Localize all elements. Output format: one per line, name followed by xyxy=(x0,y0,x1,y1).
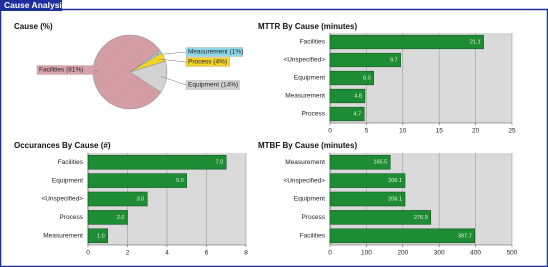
bar xyxy=(87,154,227,170)
bar xyxy=(87,191,148,207)
bar-value-label: 4.8 xyxy=(354,93,362,99)
leader-line xyxy=(93,69,99,73)
pie-slice xyxy=(129,60,168,93)
bar xyxy=(329,70,374,86)
label-box xyxy=(36,65,94,75)
bar xyxy=(329,34,484,50)
x-tick-label: 5 xyxy=(365,128,369,135)
y-tick-label: <Unspecified> xyxy=(283,57,325,64)
chart-title: MTTR By Cause (minutes) xyxy=(258,22,357,31)
bar xyxy=(329,210,432,225)
x-tick-label: 500 xyxy=(507,250,518,257)
y-tick-label: Measurement xyxy=(285,159,325,166)
bar-value-label: 21.1 xyxy=(470,39,481,45)
leader-line xyxy=(161,76,187,86)
y-tick-label: Facilities xyxy=(58,159,84,166)
pie-label: Facilities (81%) xyxy=(39,67,83,74)
x-tick-label: 0 xyxy=(328,128,332,135)
x-tick-label: 100 xyxy=(361,250,372,257)
bar xyxy=(329,88,366,104)
bar xyxy=(87,228,108,244)
bar xyxy=(329,191,406,207)
bar-value-label: 3.0 xyxy=(137,196,145,202)
pie-label: Measurement (1%) xyxy=(188,49,243,56)
bar-value-label: 165.5 xyxy=(373,160,387,166)
y-tick-label: Measurement xyxy=(43,233,83,240)
x-tick-label: 300 xyxy=(434,250,445,257)
x-tick-label: 2 xyxy=(126,250,130,257)
x-tick-label: 4 xyxy=(165,250,169,257)
bar xyxy=(87,210,128,225)
bar xyxy=(329,154,391,170)
x-tick-label: 15 xyxy=(436,128,444,135)
y-tick-label: <Unspecified> xyxy=(41,196,83,203)
bar xyxy=(329,228,476,244)
header-tab xyxy=(0,0,62,11)
label-box xyxy=(185,80,240,90)
x-tick-label: 400 xyxy=(470,250,481,257)
y-tick-label: Process xyxy=(60,214,84,221)
y-tick-label: Equipment xyxy=(294,75,325,82)
bar-value-label: 206.1 xyxy=(388,178,402,184)
bar-value-label: 9.7 xyxy=(390,57,398,63)
chart-title: Occurances By Cause (#) xyxy=(14,141,111,150)
y-tick-label: Measurement xyxy=(285,93,325,100)
bar-value-label: 1.0 xyxy=(97,233,105,239)
x-tick-label: 0 xyxy=(328,250,332,257)
bar-value-label: 397.7 xyxy=(458,233,472,239)
y-tick-label: Facilities xyxy=(300,39,326,46)
x-tick-label: 0 xyxy=(86,250,90,257)
pie-label: Equipment (14%) xyxy=(188,82,238,89)
bar-value-label: 4.7 xyxy=(354,111,362,117)
x-tick-label: 20 xyxy=(472,128,480,135)
bar xyxy=(329,106,365,122)
chart-title: MTBF By Cause (minutes) xyxy=(258,141,357,150)
y-tick-label: <Unspecified> xyxy=(283,177,325,184)
bar-value-label: 5.0 xyxy=(176,178,184,184)
x-tick-label: 10 xyxy=(399,128,407,135)
label-box xyxy=(185,57,230,67)
bar-value-label: 6.0 xyxy=(363,75,371,81)
leader-line xyxy=(158,58,187,63)
y-tick-label: Equipment xyxy=(294,196,325,203)
x-tick-label: 6 xyxy=(205,250,209,257)
bar-value-label: 206.1 xyxy=(388,196,402,202)
y-tick-label: Facilities xyxy=(300,233,326,240)
bar xyxy=(329,173,406,188)
bar xyxy=(329,52,401,68)
bar xyxy=(87,173,187,188)
chart-title: Cause (%) xyxy=(14,22,53,31)
label-box xyxy=(185,47,243,57)
bar-value-label: 2.0 xyxy=(117,215,125,221)
y-tick-label: Process xyxy=(302,111,326,118)
x-tick-label: 200 xyxy=(397,250,408,257)
y-tick-label: Equipment xyxy=(52,177,83,184)
y-tick-label: Process xyxy=(302,214,326,221)
x-tick-label: 25 xyxy=(508,128,516,135)
bar-value-label: 7.0 xyxy=(216,160,224,166)
header-title: Cause Analysis xyxy=(4,0,67,10)
pie-label: Process (4%) xyxy=(188,59,227,66)
x-tick-label: 8 xyxy=(244,250,248,257)
bar-value-label: 276.9 xyxy=(414,215,428,221)
